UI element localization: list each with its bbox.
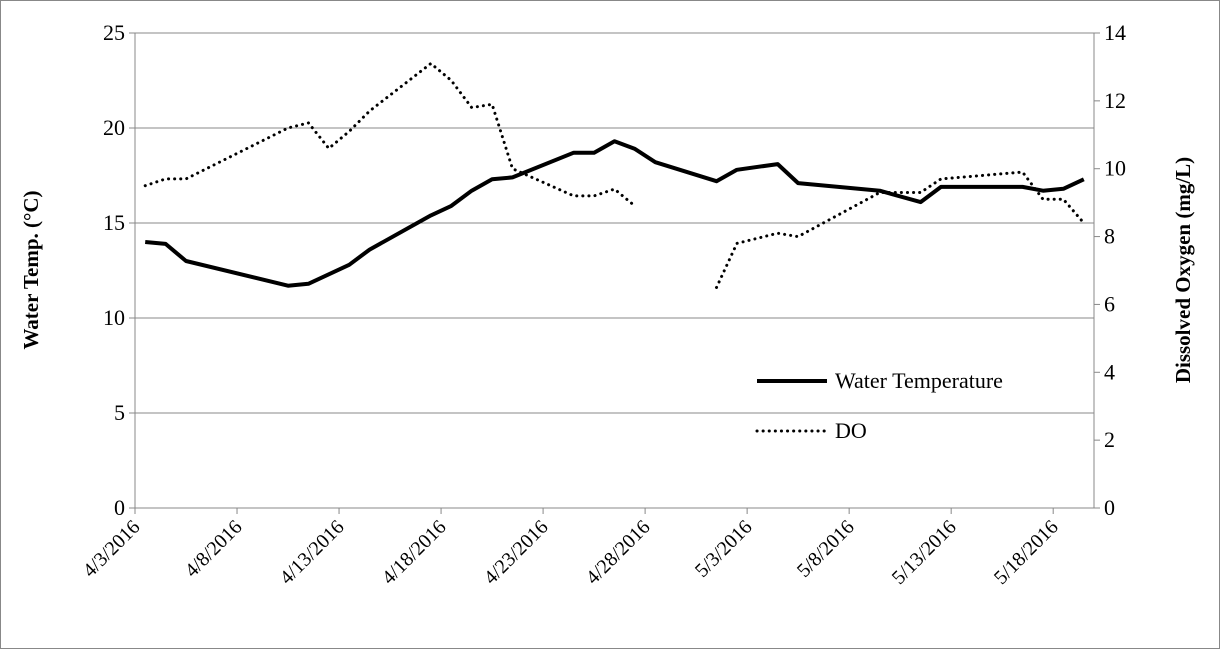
y-tick-label: 15: [103, 210, 125, 235]
y2-tick-label: 8: [1104, 224, 1115, 249]
y2-tick-label: 2: [1104, 427, 1115, 452]
y-tick-label: 25: [103, 20, 125, 45]
y-tick-label: 5: [114, 400, 125, 425]
y-tick-label: 10: [103, 305, 125, 330]
y-axis-title: Water Temp. (°C): [19, 190, 43, 349]
y2-axis-title: Dissolved Oxygen (mg/L): [1171, 157, 1195, 383]
y2-tick-label: 12: [1104, 88, 1126, 113]
y2-tick-label: 10: [1104, 156, 1126, 181]
data-line: [143, 62, 1086, 289]
data-line: [145, 139, 1085, 288]
y-tick-label: 0: [114, 495, 125, 520]
y2-tick-label: 0: [1104, 495, 1115, 520]
y2-tick-label: 4: [1104, 359, 1115, 384]
y-tick-label: 20: [103, 115, 125, 140]
y2-tick-label: 14: [1104, 20, 1126, 45]
legend-label: Water Temperature: [835, 368, 1003, 393]
legend-label: DO: [835, 418, 867, 443]
y2-tick-label: 6: [1104, 291, 1115, 316]
